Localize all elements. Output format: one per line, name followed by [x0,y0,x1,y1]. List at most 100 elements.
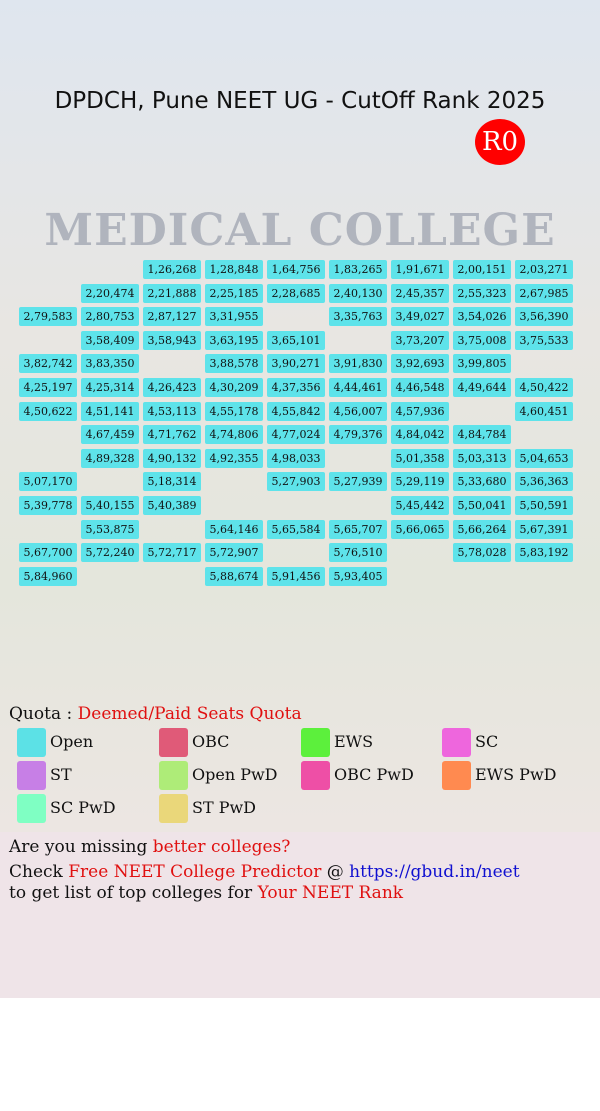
legend-label: OBC PwD [334,765,414,784]
rank-chip: 5,91,456 [267,566,325,586]
legend-label: EWS PwD [475,765,557,784]
highlight: better colleges? [152,837,291,857]
rank-chip: 4,55,178 [205,401,263,421]
text: to get list of top colleges for [9,883,258,903]
rank-chip: 2,40,130 [329,283,387,303]
rank-chip: 4,53,113 [143,401,201,421]
rank-chip: 5,72,240 [81,543,139,563]
rank-chip: 3,56,390 [515,307,573,327]
rank-chip: 3,83,350 [81,354,139,374]
rank-chip: 4,84,042 [391,425,449,445]
rank-chip: 5,39,778 [19,496,77,515]
rank-chip: 4,56,007 [329,401,387,421]
footer-line: Check Free NEET College Predictor @ http… [9,862,520,882]
rank-chip: 3,49,027 [391,307,449,327]
rank-chip: 5,64,146 [205,519,263,539]
rank-chip: 1,26,268 [143,260,201,279]
rank-chip: 3,63,195 [205,330,263,350]
legend-swatch [17,728,46,757]
legend-label: SC [475,732,499,751]
rank-chip: 5,40,155 [81,496,139,515]
rank-chip: 4,50,422 [515,378,573,397]
legend-label: ST PwD [192,798,257,817]
rank-chip: 4,84,784 [453,425,511,445]
rank-chip: 2,87,127 [143,307,201,327]
rank-chip: 3,58,409 [81,330,139,350]
rank-chip: 5,84,960 [19,566,77,586]
legend-swatch [301,728,330,757]
rank-chip: 4,60,451 [515,401,573,421]
rank-chip: 3,73,207 [391,330,449,350]
footer-line: to get list of top colleges for Your NEE… [9,883,403,903]
rank-chip: 2,20,474 [81,283,139,303]
rank-chip: 4,98,033 [267,448,325,468]
round-badge: R0 [475,119,525,165]
legend-label: Open PwD [192,765,278,784]
legend-swatch [17,761,46,790]
rank-chip: 4,25,197 [19,378,77,397]
rank-chip: 5,36,363 [515,472,573,492]
rank-chip: 5,76,510 [329,543,387,563]
rank-chip: 4,26,423 [143,378,201,397]
rank-chip: 3,75,533 [515,330,573,350]
rank-chip: 4,30,209 [205,378,263,397]
legend-swatch [17,794,46,823]
rank-chip: 5,27,903 [267,472,325,492]
quota: Quota : Deemed/Paid Seats Quota [9,704,302,724]
rank-chip: 2,21,888 [143,283,201,303]
rank-chip: 3,35,763 [329,307,387,327]
rank-chip: 4,49,644 [453,378,511,397]
legend-label: SC PwD [50,798,116,817]
rank-chip: 2,79,583 [19,307,77,327]
rank-chip: 5,72,717 [143,543,201,563]
rank-chip: 5,65,584 [267,519,325,539]
rank-chip: 5,03,313 [453,448,511,468]
rank-chip: 4,46,548 [391,378,449,397]
link[interactable]: Free NEET College Predictor [68,862,322,882]
text: Are you missing [9,837,153,857]
legend-swatch [159,761,188,790]
rank-chip: 5,83,192 [515,543,573,563]
quota-value: Deemed/Paid Seats Quota [77,704,302,724]
rank-chip: 4,77,024 [267,425,325,445]
rank-chip: 1,28,848 [205,260,263,279]
background-text: MEDICAL COLLEGE [44,205,556,256]
rank-chip: 3,54,026 [453,307,511,327]
rank-chip: 4,37,356 [267,378,325,397]
rank-chip: 5,50,591 [515,496,573,515]
rank-chip: 2,45,357 [391,283,449,303]
quota-label: Quota : [9,704,73,724]
rank-chip: 4,90,132 [143,448,201,468]
footer: Are you missing better colleges? Check F… [0,832,600,998]
rank-chip: 3,75,008 [453,330,511,350]
text: Check [9,862,69,882]
rank-chip: 5,65,707 [329,519,387,539]
rank-chip: 3,91,830 [329,354,387,374]
rank-chip: 1,64,756 [267,260,325,279]
rank-chip: 4,25,314 [81,378,139,397]
url-link[interactable]: https://gbud.in/neet [349,862,520,882]
rank-chip: 4,92,355 [205,448,263,468]
rank-chip: 5,40,389 [143,496,201,515]
rank-chip: 3,58,943 [143,330,201,350]
rank-chip: 5,29,119 [391,472,449,492]
rank-chip: 4,51,141 [81,401,139,421]
legend-swatch [159,728,188,757]
rank-chip: 5,04,653 [515,448,573,468]
rank-chip: 3,88,578 [205,354,263,374]
rank-chip: 5,67,700 [19,543,77,563]
rank-chip: 4,79,376 [329,425,387,445]
rank-chip: 5,67,391 [515,519,573,539]
highlight: Your NEET Rank [257,883,404,903]
rank-chip: 5,72,907 [205,543,263,563]
title: DPDCH, Pune NEET UG - CutOff Rank 2025 [54,88,546,114]
rank-chip: 5,50,041 [453,496,511,515]
rank-chip: 5,27,939 [329,472,387,492]
footer-line: Are you missing better colleges? [9,837,290,857]
rank-chip: 5,66,065 [391,519,449,539]
legend-swatch [159,794,188,823]
rank-chip: 5,07,170 [19,472,77,492]
rank-chip: 5,45,442 [391,496,449,515]
rank-chip: 5,66,264 [453,519,511,539]
